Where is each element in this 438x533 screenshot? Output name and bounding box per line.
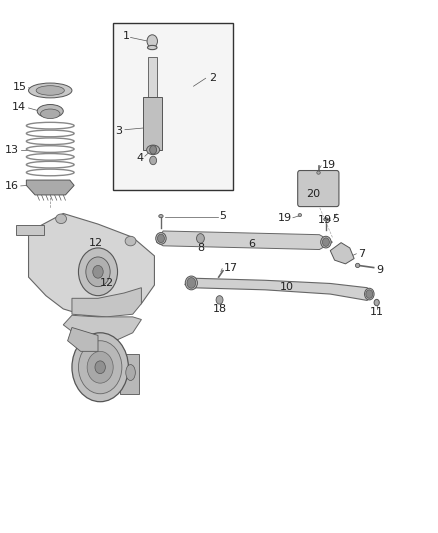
Text: 5: 5 [332,214,339,224]
Text: 16: 16 [5,181,19,191]
Ellipse shape [321,236,331,248]
Ellipse shape [159,215,163,217]
Text: 6: 6 [249,239,256,249]
Bar [120,354,139,394]
Ellipse shape [125,236,136,246]
Ellipse shape [324,217,328,221]
Ellipse shape [298,214,302,216]
Circle shape [150,146,157,154]
Text: 2: 2 [208,73,216,83]
Text: 14: 14 [12,102,26,112]
Ellipse shape [374,300,379,306]
Text: 4: 4 [136,153,143,163]
Text: 7: 7 [358,249,366,259]
Polygon shape [26,180,74,195]
Text: 3: 3 [115,126,122,136]
Circle shape [93,265,103,278]
Circle shape [322,238,329,246]
Text: 8: 8 [197,243,204,253]
Polygon shape [72,288,141,317]
Circle shape [197,233,205,243]
Text: 19: 19 [318,215,332,225]
Ellipse shape [126,365,135,381]
Text: 17: 17 [224,263,238,272]
Bar [15,225,44,235]
Text: 1: 1 [123,31,130,41]
Ellipse shape [28,83,72,98]
Polygon shape [185,278,371,301]
Circle shape [78,248,117,296]
Ellipse shape [364,288,374,300]
Circle shape [147,35,158,47]
Ellipse shape [355,263,360,268]
Polygon shape [330,243,354,264]
Text: 12: 12 [89,238,103,248]
Circle shape [216,296,223,304]
Text: 10: 10 [280,282,294,292]
Polygon shape [157,231,332,249]
Bar [148,57,157,97]
FancyBboxPatch shape [298,171,339,207]
Ellipse shape [56,214,67,223]
Text: 5: 5 [219,211,226,221]
Circle shape [95,361,106,374]
Ellipse shape [156,232,166,244]
Ellipse shape [40,109,60,118]
Circle shape [72,333,128,402]
Circle shape [150,156,157,165]
Text: 18: 18 [212,304,226,314]
Text: 19: 19 [278,213,292,223]
Text: 15: 15 [12,82,26,92]
Circle shape [158,234,164,243]
Ellipse shape [317,171,320,174]
Circle shape [86,257,110,287]
Text: 11: 11 [370,306,384,317]
Ellipse shape [36,86,64,95]
Bar [113,22,233,190]
Text: 12: 12 [99,278,114,288]
Bar [143,97,162,150]
Text: 13: 13 [5,145,19,155]
Polygon shape [67,327,98,351]
Circle shape [87,351,113,383]
Ellipse shape [185,276,198,290]
Text: 9: 9 [376,265,383,274]
Circle shape [366,290,373,298]
Text: 20: 20 [306,189,320,199]
Polygon shape [63,316,141,341]
Ellipse shape [147,145,159,155]
Ellipse shape [148,45,157,50]
Polygon shape [28,214,155,317]
Circle shape [78,341,122,394]
Ellipse shape [37,104,63,118]
Text: 19: 19 [322,160,336,169]
Circle shape [187,278,196,288]
